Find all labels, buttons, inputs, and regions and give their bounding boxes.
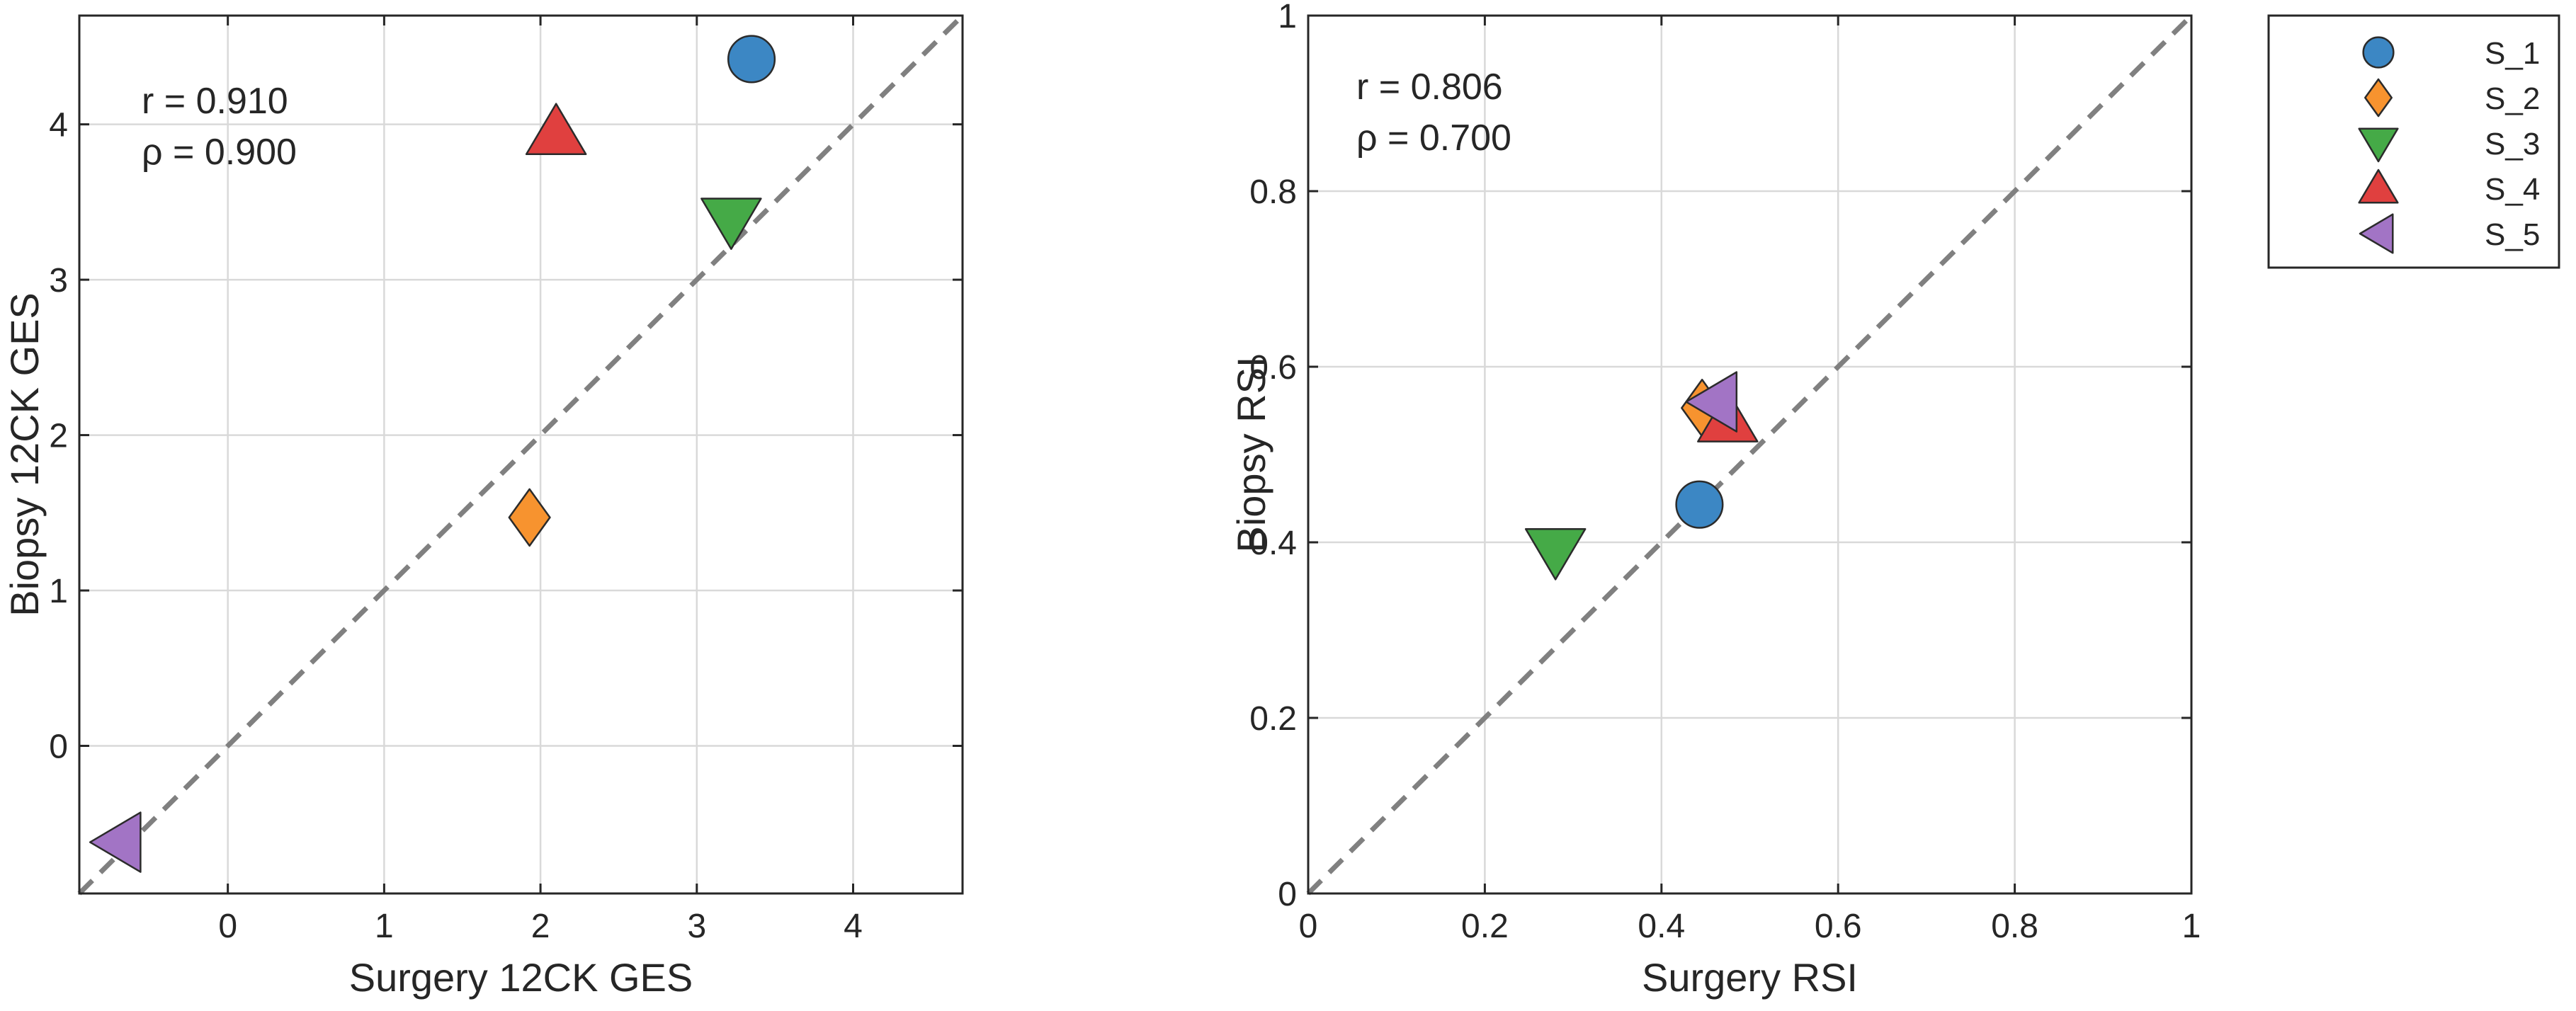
x-tick-label: 1 — [375, 908, 394, 945]
x-tick-label: 0 — [1299, 908, 1318, 945]
data-point-s-5 — [1685, 371, 1738, 433]
y-tick-label: 0 — [49, 729, 68, 766]
chart-panel-12ck-ges: 0 1 2 3 4 0 1 2 3 4 Surgery 12CK GES Biopsy 12CK GE… — [2, 13, 965, 1000]
y-tick-label: 1 — [1278, 0, 1297, 35]
axes-box — [78, 14, 964, 895]
data-point-s-3 — [1524, 527, 1587, 581]
legend-marker-s-3 — [2358, 127, 2399, 163]
legend-label: S_4 — [2485, 172, 2540, 207]
y-tick-label: 0.8 — [1249, 173, 1297, 211]
y-tick-label: 1 — [49, 573, 68, 610]
stat-annotation: ρ = 0.900 — [142, 132, 297, 173]
plot-area — [1308, 16, 2191, 893]
data-point-s-1 — [1675, 480, 1724, 529]
data-point-s-3 — [700, 198, 762, 250]
y-tick-label: 0.6 — [1249, 349, 1297, 387]
y-axis-label: Biopsy RSI — [1229, 357, 1273, 553]
x-axis-label: Surgery 12CK GES — [349, 955, 693, 1000]
x-tick-label: 2 — [531, 908, 550, 945]
y-tick-label: 0 — [1278, 876, 1297, 913]
x-axis-label: Surgery RSI — [1642, 955, 1858, 1000]
legend-label: S_1 — [2485, 36, 2540, 71]
legend-label: S_5 — [2485, 217, 2540, 252]
x-tick-label: 0.8 — [1991, 908, 2038, 945]
legend-marker-s-2 — [2364, 78, 2393, 118]
data-point-s-5 — [89, 811, 142, 873]
y-tick-label: 0.2 — [1249, 700, 1297, 738]
plot-area — [79, 16, 963, 893]
legend-marker-s-1 — [2362, 36, 2395, 69]
y-tick-label: 4 — [49, 107, 68, 144]
data-point-s-2 — [508, 488, 551, 547]
chart-panel-rsi: 0 0.2 0.4 0.6 0.8 1 0 0.2 0.4 0.6 0.8 1 Surgery RSI B… — [1229, 0, 2201, 1000]
data-point-s-4 — [525, 103, 587, 156]
x-tick-label: 0.6 — [1815, 908, 1862, 945]
legend-label: S_2 — [2485, 81, 2540, 116]
legend: S_1 S_2 S_3 S_4 S_5 — [2267, 14, 2560, 269]
y-tick-label: 3 — [49, 262, 68, 299]
data-point-s-1 — [727, 35, 776, 84]
x-tick-label: 0.4 — [1638, 908, 1685, 945]
y-tick-label: 0.4 — [1249, 525, 1297, 562]
y-axis-label: Biopsy 12CK GES — [2, 292, 47, 617]
legend-box — [2267, 14, 2560, 269]
legend-marker-s-5 — [2359, 213, 2394, 254]
axes-box — [1307, 14, 2193, 895]
legend-marker-s-4 — [2358, 168, 2399, 204]
legend-label: S_3 — [2485, 127, 2540, 161]
x-tick-label: 1 — [2182, 908, 2201, 945]
stat-annotation: r = 0.910 — [142, 81, 288, 122]
x-tick-label: 0.2 — [1461, 908, 1509, 945]
x-tick-label: 3 — [687, 908, 706, 945]
y-tick-label: 2 — [49, 418, 68, 455]
x-tick-label: 4 — [844, 908, 863, 945]
stat-annotation: ρ = 0.700 — [1356, 118, 1511, 159]
x-tick-label: 0 — [218, 908, 237, 945]
stat-annotation: r = 0.806 — [1356, 67, 1503, 108]
